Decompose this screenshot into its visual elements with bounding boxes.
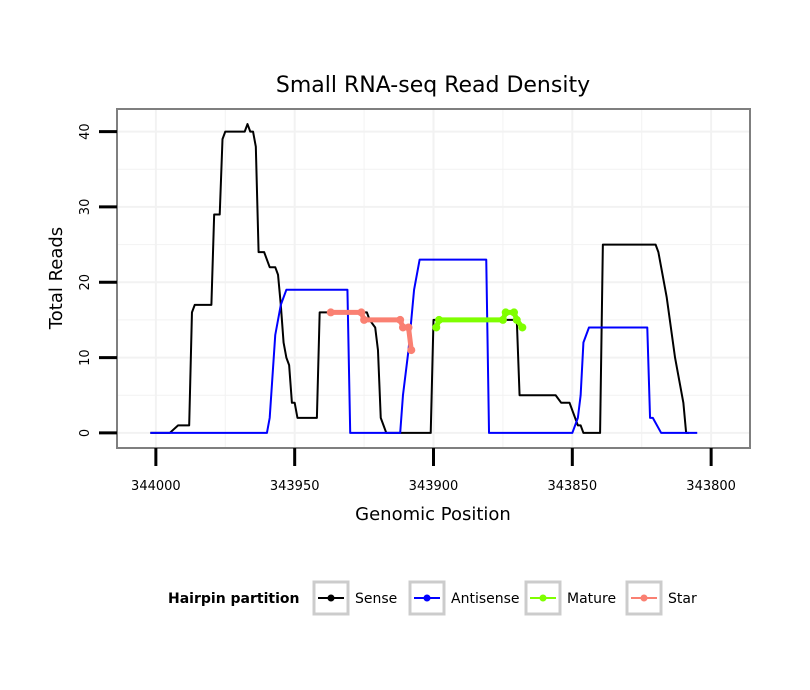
point-star bbox=[396, 315, 405, 324]
point-star bbox=[404, 323, 413, 332]
legend-key-dot-star bbox=[640, 594, 648, 602]
x-tick-label: 343950 bbox=[270, 479, 320, 494]
legend-label-mature: Mature bbox=[567, 591, 616, 607]
x-axis: 344000 343950 343900 343850 343800 bbox=[131, 448, 736, 494]
point-mature bbox=[510, 308, 519, 317]
point-star bbox=[360, 315, 369, 324]
series-line-sense bbox=[150, 123, 689, 434]
legend-item-star: Star bbox=[625, 580, 697, 616]
legend-key-dot-antisense bbox=[423, 594, 431, 602]
y-axis-title: Total Reads bbox=[46, 227, 67, 330]
legend-key-dot-sense bbox=[327, 594, 335, 602]
grid-lines bbox=[117, 109, 750, 448]
point-star bbox=[326, 308, 335, 317]
x-tick-label: 343800 bbox=[686, 479, 736, 494]
y-tick-label: 30 bbox=[78, 199, 93, 216]
y-tick-label: 0 bbox=[78, 429, 93, 437]
point-mature bbox=[498, 315, 507, 324]
point-mature bbox=[512, 315, 521, 324]
legend-item-mature: Mature bbox=[524, 580, 616, 616]
series-line-antisense bbox=[150, 258, 698, 434]
point-mature bbox=[432, 323, 441, 332]
legend-item-antisense: Antisense bbox=[408, 580, 520, 616]
y-tick-label: 10 bbox=[78, 349, 93, 366]
legend-label-sense: Sense bbox=[355, 591, 397, 607]
x-tick-label: 343850 bbox=[547, 479, 597, 494]
x-tick-label: 343900 bbox=[409, 479, 459, 494]
point-star bbox=[398, 323, 407, 332]
point-mature bbox=[435, 315, 444, 324]
legend-key-dot-mature bbox=[539, 594, 547, 602]
x-axis-title: Genomic Position bbox=[355, 504, 511, 525]
x-tick-label: 344000 bbox=[131, 479, 181, 494]
series-points bbox=[326, 308, 527, 355]
legend: Hairpin partition Sense Antisense Mature St… bbox=[168, 580, 697, 616]
chart-title: Small RNA-seq Read Density bbox=[276, 73, 590, 98]
point-star bbox=[357, 308, 366, 317]
legend-label-antisense: Antisense bbox=[451, 591, 520, 607]
point-mature bbox=[501, 308, 510, 317]
legend-label-star: Star bbox=[668, 591, 697, 607]
y-tick-label: 20 bbox=[78, 274, 93, 291]
y-axis: 0 10 20 30 40 bbox=[78, 123, 117, 437]
legend-title: Hairpin partition bbox=[168, 591, 299, 607]
legend-item-sense: Sense bbox=[312, 580, 397, 616]
point-mature bbox=[518, 323, 527, 332]
point-star bbox=[407, 346, 416, 355]
y-tick-label: 40 bbox=[78, 123, 93, 140]
